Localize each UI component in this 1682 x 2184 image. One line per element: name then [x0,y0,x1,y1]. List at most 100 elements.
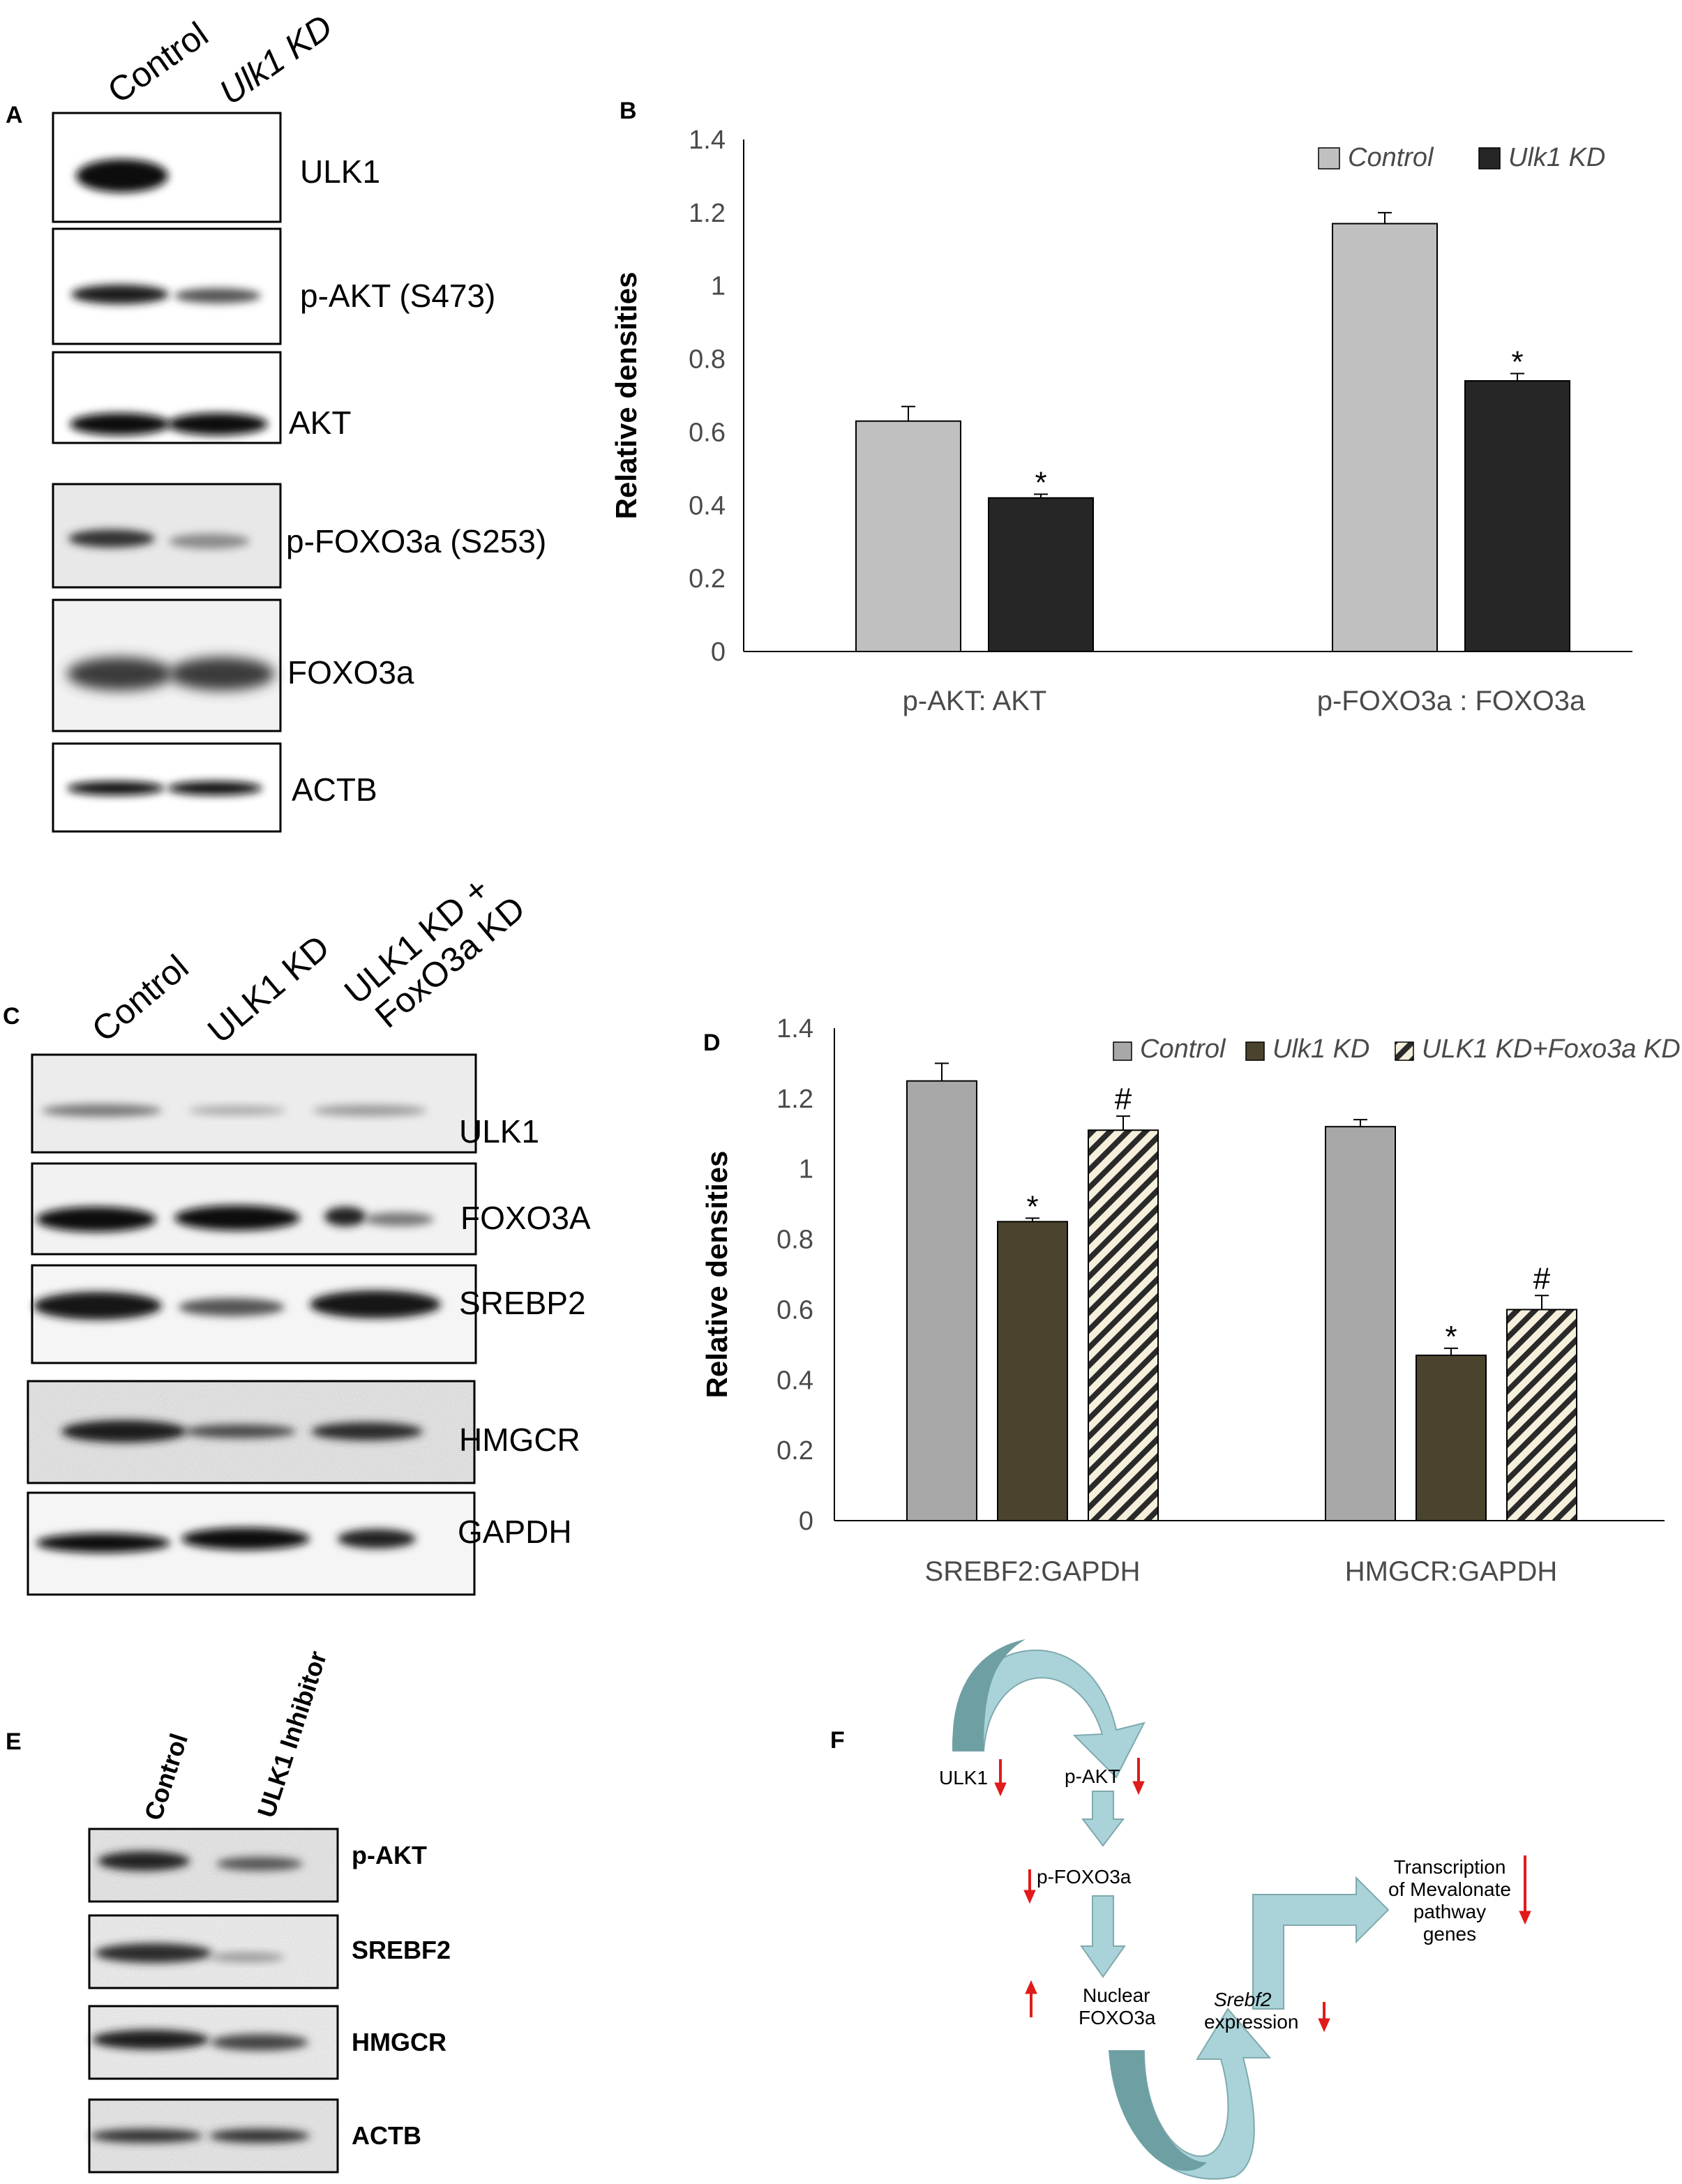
panel-label-d: D [703,1030,721,1056]
down-arrow-srebf2-icon [1318,2002,1330,2033]
band [181,1528,310,1550]
blot-label-pakt: p-AKT [352,1841,427,1869]
band [167,413,268,435]
x-category-label: HMGCR:GAPDH [1345,1556,1557,1587]
legend-swatch [1395,1041,1414,1061]
node-ulk1: ULK1 [939,1767,988,1788]
blot-label-ulk1: ULK1 [459,1113,539,1150]
blot-label-gapdh: GAPDH [458,1514,572,1550]
node-srebf2-line2: expression [1204,2011,1298,2033]
flow-arrow-shade [1109,2051,1207,2171]
lane-label-ulk1-kd: Ulk1 KD [212,7,339,112]
flow-arrow-pakt-to-pfoxo [1081,1791,1125,1847]
y-tick-label: 1 [799,1155,813,1184]
band [68,529,155,548]
significance-mark: # [1115,1082,1132,1116]
y-tick-label: 0.8 [776,1226,813,1255]
bar [1416,1354,1487,1521]
node-nuclear-line1: Nuclear [1083,1985,1150,2006]
blot-c-ulk1 [31,1053,477,1154]
band [67,781,165,795]
y-tick-label: 0.4 [689,491,726,520]
blot-label-srebp2: SREBP2 [459,1285,586,1321]
band [169,657,275,691]
lane-label-control: Control [100,15,215,111]
chart-d: 0 0.2 0.4 0.6 0.8 1 1.2 1.4 Relative densities SR… [700,1014,1681,1587]
y-axis-title: Relative densities [700,1151,733,1399]
panel-label-b: B [620,98,637,124]
up-arrow-nuclear-icon [1025,1980,1037,2017]
band [313,1105,427,1116]
x-category-label: p-AKT: AKT [903,686,1047,716]
down-arrow-ulk1-icon [994,1759,1007,1797]
node-pfoxo3a: p-FOXO3a [1037,1866,1132,1888]
blot-label-foxo3a: FOXO3a [287,654,414,691]
band [364,1212,434,1226]
band [71,285,169,304]
y-tick-label: 0.6 [776,1295,813,1325]
red-arrows [994,1758,1531,2033]
band [209,1952,285,1962]
panel-f: F ULK1 p-AKT p-FOXO3a Nuclear FOXO3a Sre… [830,1639,1531,2180]
legend-label: Ulk1 KD [1272,1034,1369,1064]
significance-mark: * [1026,1189,1038,1223]
node-transcription-line4: genes [1423,1923,1476,1945]
panel-b: B 0 0.2 0.4 0.6 0.8 1 1.2 1.4 Relative densities… [610,98,1632,716]
band [169,534,250,549]
y-tick-label: 1.2 [776,1085,813,1114]
y-tick-label: 0.8 [689,345,726,375]
blot-label-pakt: p-AKT (S473) [300,278,495,314]
significance-mark: * [1445,1320,1457,1354]
y-tick-label: 0 [799,1507,813,1536]
band [184,1424,296,1438]
y-tick-label: 1.4 [776,1014,813,1044]
legend-label: ULK1 KD+Foxo3a KD [1422,1034,1681,1064]
panel-e: E Control ULK1 Inhibitor p-AKT SREBF2 HM… [6,1648,451,2174]
blot-label-actb: ACTB [292,771,377,808]
panel-c: C Control ULK1 KD ULK1 KD + FoxO3a KD UL… [3,869,591,1596]
lane-label-control: Control [84,947,195,1050]
flow-arrow-pfoxo-to-nuclear [1080,1895,1126,1978]
y-tick-label: 0.2 [689,564,726,594]
blot-label-akt: AKT [289,405,351,441]
significance-mark: * [1035,466,1046,500]
y-tick-label: 1.4 [689,126,726,155]
node-transcription-line2: of Mevalonate [1388,1878,1511,1900]
panel-label-c: C [3,1003,20,1030]
x-category-label: p-FOXO3a : FOXO3a [1317,686,1586,716]
bar [855,420,961,652]
y-tick-label: 0.4 [776,1366,813,1395]
band [76,159,168,193]
bar [1088,1129,1159,1521]
band [188,1106,286,1115]
node-pakt: p-AKT [1065,1765,1120,1787]
node-srebf2-line1: Srebf2 [1214,1989,1272,2010]
blot-label-srebf2: SREBF2 [352,1936,451,1964]
chart-b: 0 0.2 0.4 0.6 0.8 1 1.2 1.4 Relative densities p-… [610,126,1632,716]
blot-label-pfoxo3a: p-FOXO3a (S253) [286,523,546,559]
lane-label-ulk1-kd: ULK1 KD [200,928,337,1051]
blot-label-actb: ACTB [352,2121,421,2150]
panel-label-a: A [6,102,23,128]
blot-a-pakt [52,227,282,345]
blot-label-ulk1: ULK1 [300,153,380,190]
significance-mark: # [1533,1261,1551,1295]
band [209,2129,310,2143]
legend-label: Control [1140,1034,1226,1064]
band [95,1943,212,1963]
band [61,1420,187,1443]
lane-label-ulk1-inhibitor: ULK1 Inhibitor [252,1648,333,1821]
blot-label-hmgcr: HMGCR [352,2028,446,2056]
node-transcription-line1: Transcription [1394,1856,1506,1878]
node-nuclear-line2: FOXO3a [1079,2007,1156,2028]
band [33,1292,162,1320]
band [174,288,261,303]
bar [1506,1309,1577,1522]
band [167,781,262,795]
legend-swatch [1113,1041,1132,1061]
legend-label: Ulk1 KD [1508,143,1605,172]
y-tick-label: 1 [711,272,726,301]
down-arrow-transcription-icon [1519,1855,1531,1925]
band [338,1529,416,1549]
legend-swatch [1478,147,1501,170]
